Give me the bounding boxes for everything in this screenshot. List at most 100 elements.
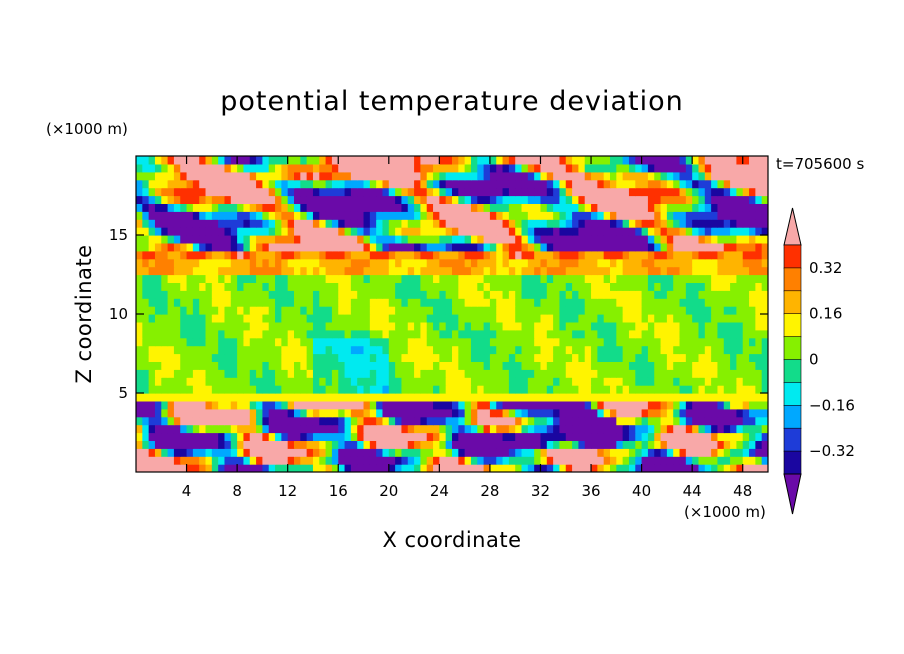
heat-cell xyxy=(136,274,143,283)
heat-cell xyxy=(647,282,655,291)
heat-cell xyxy=(218,179,226,189)
heat-cell xyxy=(730,361,737,370)
heat-cell xyxy=(420,464,428,472)
heat-cell xyxy=(464,353,472,362)
heat-cell xyxy=(673,298,681,307)
heat-cell xyxy=(559,266,567,276)
heat-cell xyxy=(186,416,194,426)
heat-cell xyxy=(546,345,554,355)
heat-cell xyxy=(211,298,219,307)
heat-cell xyxy=(357,377,365,386)
heat-cell xyxy=(654,424,662,434)
heat-cell xyxy=(452,187,459,197)
heat-cell xyxy=(173,290,181,299)
heat-cell xyxy=(464,266,472,276)
heat-cell xyxy=(521,235,529,244)
heat-cell xyxy=(262,179,270,189)
y-axis-label: Z coordinate xyxy=(72,244,96,384)
heat-cell xyxy=(173,266,181,276)
heat-cell xyxy=(527,385,535,394)
x-tick-label: 44 xyxy=(683,482,702,500)
heat-cell xyxy=(464,400,472,410)
heat-cell xyxy=(325,274,333,283)
heat-cell xyxy=(249,195,257,204)
heat-cell xyxy=(312,227,320,236)
heat-cell xyxy=(603,250,611,260)
heat-cell xyxy=(395,385,403,394)
heat-cell xyxy=(736,156,744,165)
heat-cell xyxy=(565,400,573,410)
heat-cell xyxy=(597,456,605,465)
heat-cell xyxy=(395,361,403,370)
heat-cell xyxy=(559,282,567,291)
heat-cell xyxy=(723,329,731,339)
heat-cell xyxy=(287,329,295,339)
heat-cell xyxy=(578,314,586,323)
heat-cell xyxy=(508,171,516,181)
heat-cell xyxy=(167,156,175,165)
heat-cell xyxy=(142,290,150,299)
heat-cell xyxy=(483,266,491,276)
heat-cell xyxy=(287,163,295,173)
heat-cell xyxy=(565,227,573,236)
heat-cell xyxy=(508,242,516,252)
heat-cell xyxy=(546,187,554,197)
heat-cell xyxy=(319,385,327,394)
heat-cell xyxy=(407,321,415,331)
heat-cell xyxy=(414,211,421,220)
heat-cell xyxy=(673,179,681,189)
heat-cell xyxy=(761,187,768,197)
heat-cell xyxy=(711,314,719,323)
heat-cell xyxy=(142,156,150,165)
heat-cell xyxy=(654,353,662,362)
heat-cell xyxy=(414,369,421,378)
heat-cell xyxy=(275,306,282,315)
heat-cell xyxy=(641,179,649,189)
heat-cell xyxy=(723,242,731,252)
heat-cell xyxy=(300,321,308,331)
heat-cell xyxy=(628,203,636,212)
heat-cell xyxy=(445,163,453,173)
heat-cell xyxy=(237,274,245,283)
heat-cell xyxy=(230,235,238,244)
heat-cell xyxy=(685,448,693,457)
heat-cell xyxy=(673,369,681,378)
heat-cell xyxy=(666,321,674,331)
heat-cell xyxy=(350,464,358,472)
heat-cell xyxy=(666,408,674,418)
heat-cell xyxy=(205,353,213,362)
heat-cell xyxy=(300,219,308,228)
heat-cell xyxy=(660,314,668,323)
heat-cell xyxy=(660,416,668,426)
heat-cell xyxy=(199,361,207,370)
heat-cell xyxy=(224,274,232,283)
heat-cell xyxy=(237,195,245,204)
heat-cell xyxy=(698,179,706,189)
heat-cell xyxy=(262,156,270,165)
heat-cell xyxy=(641,329,649,339)
heat-cell xyxy=(445,203,453,212)
heat-cell xyxy=(325,464,333,472)
heat-cell xyxy=(154,179,162,189)
heat-cell xyxy=(470,298,478,307)
heat-cell xyxy=(452,329,459,339)
heat-cell xyxy=(660,408,668,418)
heat-cell xyxy=(420,416,428,426)
heat-cell xyxy=(502,211,510,220)
heat-cell xyxy=(331,242,339,252)
heat-cell xyxy=(489,353,497,362)
heat-cell xyxy=(148,424,156,434)
heat-cell xyxy=(502,219,510,228)
heat-cell xyxy=(483,321,491,331)
heat-cell xyxy=(452,432,459,441)
heat-cell xyxy=(331,274,339,283)
heat-cell xyxy=(452,163,459,173)
heat-cell xyxy=(553,290,561,299)
heat-cell xyxy=(294,298,301,307)
heat-cell xyxy=(692,385,700,394)
heat-cell xyxy=(559,464,567,472)
heat-cell xyxy=(496,314,504,323)
heat-cell xyxy=(578,416,586,426)
heat-cell xyxy=(736,203,744,212)
heat-cell xyxy=(483,337,491,347)
